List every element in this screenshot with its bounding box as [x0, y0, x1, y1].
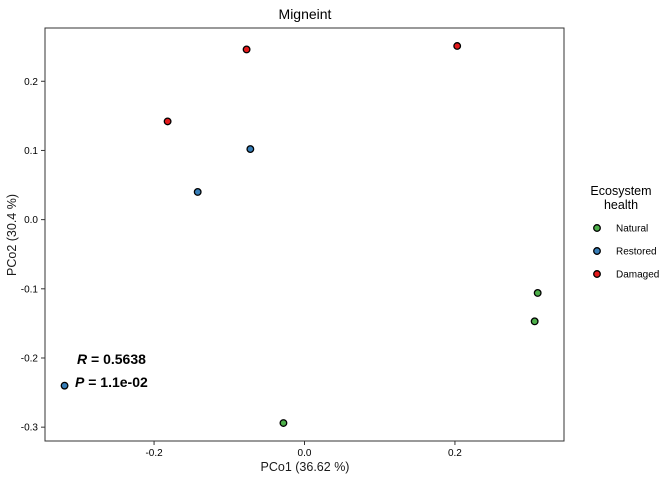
- legend-label-restored: Restored: [616, 247, 657, 258]
- chart-title: Migneint: [279, 6, 332, 22]
- y-tick-label: -0.2: [21, 353, 39, 364]
- p-value-annotation: P = 1.1e-02: [75, 374, 148, 390]
- r-symbol: R: [77, 351, 88, 367]
- point-restored: [246, 145, 255, 154]
- legend: Ecosystem health Natural Restored Damaged: [590, 184, 659, 281]
- y-axis: -0.3 -0.2 -0.1 0.0 0.1 0.2: [21, 77, 45, 434]
- point-natural: [279, 419, 288, 427]
- point-natural: [530, 317, 539, 326]
- x-tick-label: 0.0: [298, 448, 312, 459]
- y-tick-label: 0.1: [24, 146, 38, 157]
- legend-key-natural: [593, 224, 601, 232]
- data-points: [60, 42, 542, 427]
- y-tick-label: 0.2: [24, 77, 38, 88]
- plot-panel: [44, 27, 565, 442]
- y-axis-title: PCo2 (30.4 %): [5, 194, 19, 276]
- legend-key-damaged: [593, 270, 601, 278]
- point-damaged: [163, 117, 172, 126]
- point-damaged: [242, 45, 251, 54]
- point-restored: [193, 188, 202, 196]
- r-statistic-annotation: R = 0.5638: [77, 351, 146, 367]
- x-axis-title: PCo1 (36.62 %): [261, 460, 350, 474]
- x-tick-label: 0.2: [448, 448, 462, 459]
- y-tick-label: -0.3: [21, 423, 39, 434]
- x-tick-label: -0.2: [145, 448, 163, 459]
- p-symbol: P: [75, 374, 85, 390]
- p-value: = 1.1e-02: [84, 374, 148, 390]
- r-value: = 0.5638: [87, 351, 146, 367]
- x-axis: -0.2 0.0 0.2: [145, 441, 462, 459]
- legend-title-line-1: Ecosystem: [590, 184, 651, 198]
- legend-key-restored: [593, 247, 601, 255]
- legend-label-natural: Natural: [616, 224, 648, 235]
- point-natural: [533, 289, 542, 297]
- point-restored: [60, 381, 69, 390]
- point-damaged: [453, 42, 462, 50]
- y-tick-label: 0.0: [24, 215, 38, 226]
- legend-label-damaged: Damaged: [616, 270, 659, 281]
- y-tick-label: -0.1: [21, 284, 39, 295]
- legend-title-line-2: health: [604, 198, 638, 212]
